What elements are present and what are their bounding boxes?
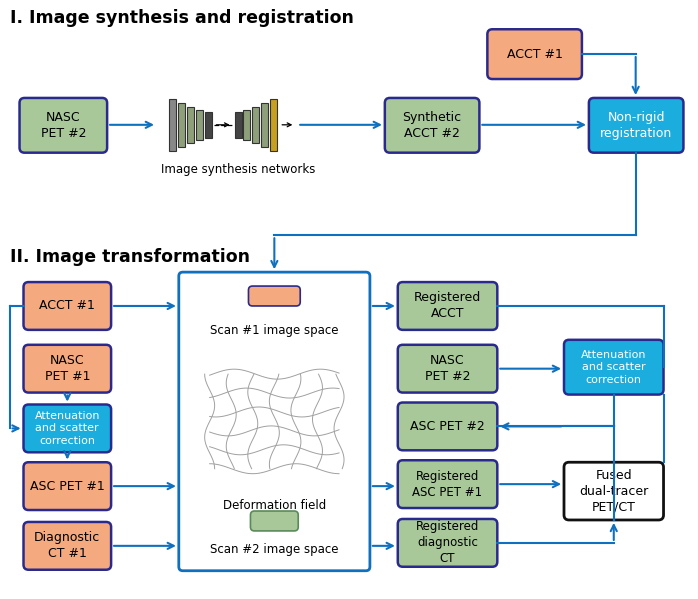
FancyBboxPatch shape: [24, 522, 111, 570]
FancyBboxPatch shape: [589, 98, 683, 153]
Text: Image synthesis networks: Image synthesis networks: [161, 163, 315, 176]
FancyBboxPatch shape: [24, 462, 111, 510]
Bar: [262, 103, 268, 147]
Bar: [235, 112, 242, 138]
FancyBboxPatch shape: [398, 519, 497, 567]
Text: NASC
PET #2: NASC PET #2: [40, 111, 86, 140]
FancyBboxPatch shape: [398, 403, 497, 450]
FancyBboxPatch shape: [24, 345, 111, 392]
Text: Synthetic
ACCT #2: Synthetic ACCT #2: [403, 111, 461, 140]
FancyBboxPatch shape: [385, 98, 480, 153]
FancyBboxPatch shape: [20, 98, 107, 153]
FancyBboxPatch shape: [398, 345, 497, 392]
Bar: [270, 99, 277, 151]
FancyBboxPatch shape: [179, 272, 370, 571]
Text: II. Image transformation: II. Image transformation: [10, 248, 250, 266]
Text: Scan #2 image space: Scan #2 image space: [210, 543, 339, 556]
FancyBboxPatch shape: [564, 462, 664, 520]
Text: Attenuation
and scatter
correction: Attenuation and scatter correction: [581, 350, 646, 385]
FancyBboxPatch shape: [24, 404, 111, 452]
Text: Fused
dual-tracer
PET/CT: Fused dual-tracer PET/CT: [579, 468, 648, 513]
Text: Diagnostic
CT #1: Diagnostic CT #1: [34, 531, 101, 560]
Text: Non-rigid
registration: Non-rigid registration: [600, 111, 672, 140]
Text: ACCT #1: ACCT #1: [507, 48, 563, 60]
Text: Scan #1 image space: Scan #1 image space: [210, 324, 339, 337]
Text: Registered
ACCT: Registered ACCT: [414, 292, 481, 320]
Bar: [195, 110, 202, 140]
FancyBboxPatch shape: [398, 282, 497, 330]
FancyBboxPatch shape: [398, 460, 497, 508]
Bar: [244, 110, 251, 140]
FancyBboxPatch shape: [248, 286, 300, 306]
Bar: [178, 103, 185, 147]
FancyBboxPatch shape: [487, 29, 582, 79]
Text: NASC
PET #1: NASC PET #1: [45, 354, 90, 383]
Bar: [169, 99, 176, 151]
Text: Registered
diagnostic
CT: Registered diagnostic CT: [416, 521, 480, 565]
Bar: [187, 107, 194, 143]
Text: ACCT #1: ACCT #1: [39, 300, 95, 313]
Bar: [253, 107, 260, 143]
FancyBboxPatch shape: [564, 340, 664, 395]
Text: NASC
PET #2: NASC PET #2: [425, 354, 470, 383]
Text: ASC PET #2: ASC PET #2: [410, 420, 485, 433]
Text: Deformation field: Deformation field: [223, 499, 326, 512]
FancyBboxPatch shape: [24, 282, 111, 330]
FancyBboxPatch shape: [251, 511, 298, 531]
Bar: [205, 112, 211, 138]
Text: Registered
ASC PET #1: Registered ASC PET #1: [413, 470, 482, 498]
Text: I. Image synthesis and registration: I. Image synthesis and registration: [10, 10, 353, 28]
Text: Attenuation
and scatter
correction: Attenuation and scatter correction: [35, 411, 100, 446]
Text: ASC PET #1: ASC PET #1: [30, 480, 105, 492]
